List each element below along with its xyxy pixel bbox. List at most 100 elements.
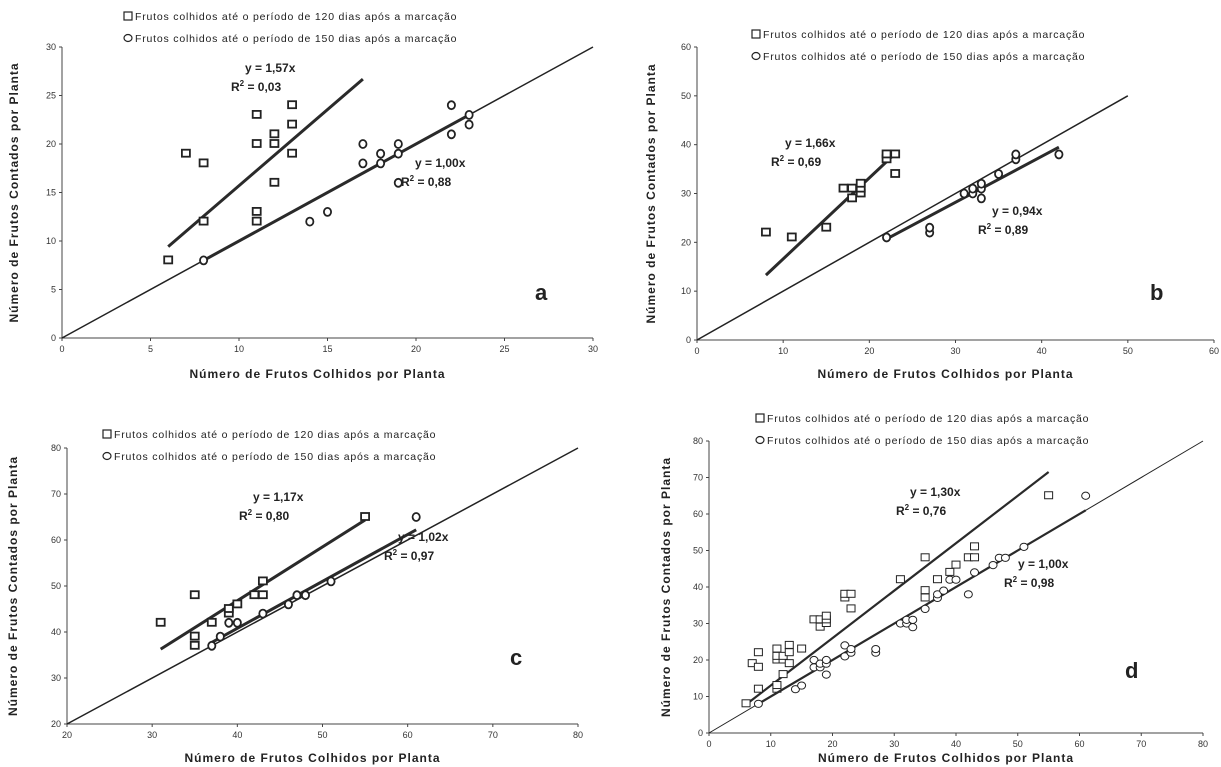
chart-panel-a: 0 5 10 15 20 25 30 0 5 10 15 20 25 30 Número de Frutos…	[7, 11, 598, 381]
data-point-square	[847, 183, 857, 193]
data-point-square	[163, 255, 174, 265]
legend-entry-square: Frutos colhidos até o período de 120 dia…	[114, 429, 436, 441]
r-squared-label: R2 = 0,89	[978, 222, 1028, 237]
data-point-square	[890, 149, 901, 159]
x-tick-label: 10	[766, 739, 776, 749]
y-tick-label: 30	[693, 619, 703, 629]
y-axis-title: Número de Frutos Contados por Planta	[644, 63, 658, 323]
legend-circle-icon	[102, 451, 112, 461]
regression-equation: y = 1,66x	[785, 136, 836, 150]
data-point-circle	[790, 685, 800, 694]
data-point-square	[772, 681, 782, 690]
data-point-square	[198, 158, 209, 168]
regression-equation: y = 1,30x	[910, 485, 961, 499]
x-tick-label: 40	[232, 730, 242, 740]
y-tick-label: 10	[46, 236, 56, 246]
y-tick-label: 70	[51, 489, 61, 499]
x-tick-label: 60	[403, 730, 413, 740]
data-point-circle	[871, 644, 881, 654]
y-tick-label: 20	[51, 719, 61, 729]
regression-line-square	[745, 471, 1050, 706]
data-point-circle	[908, 615, 918, 624]
data-point-circle	[300, 590, 310, 601]
data-point-square	[249, 590, 260, 600]
x-tick-label: 25	[499, 344, 509, 354]
data-point-circle	[446, 100, 456, 111]
x-tick-label: 80	[1198, 739, 1208, 749]
x-tick-label: 10	[234, 344, 244, 354]
data-point-square	[269, 177, 280, 187]
data-point-square	[753, 648, 763, 657]
data-point-square	[920, 586, 930, 595]
legend-circle-icon	[123, 33, 133, 43]
x-tick-label: 10	[778, 346, 788, 356]
data-point-square	[753, 684, 763, 693]
data-point-circle	[224, 617, 234, 628]
legend-circle-icon	[755, 435, 765, 445]
x-tick-label: 50	[1123, 346, 1133, 356]
x-tick-label: 80	[573, 730, 583, 740]
data-point-square	[951, 560, 961, 569]
legend-entry-square: Frutos colhidos até o período de 120 dia…	[763, 29, 1085, 41]
data-point-square	[838, 183, 849, 193]
legend-circle-icon	[751, 51, 761, 61]
data-point-square	[786, 232, 797, 242]
y-tick-label: 0	[51, 333, 56, 343]
chart-panel-b: 0 10 20 30 40 50 60 0 10 20 30 40 50 60 Número de Frut…	[644, 29, 1219, 381]
data-point-square	[784, 659, 794, 668]
y-tick-label: 0	[698, 728, 703, 738]
data-point-circle	[1054, 149, 1064, 160]
data-point-circle	[358, 158, 368, 169]
data-point-circle	[1011, 149, 1021, 160]
y-tick-label: 20	[46, 139, 56, 149]
y-tick-label: 80	[51, 443, 61, 453]
data-point-circle	[882, 232, 892, 243]
y-tick-label: 60	[681, 42, 691, 52]
y-tick-label: 40	[681, 140, 691, 150]
x-tick-label: 50	[317, 730, 327, 740]
x-axis-title: Número de Frutos Colhidos por Planta	[818, 751, 1074, 765]
data-point-circle	[376, 158, 386, 169]
regression-equation: y = 1,57x	[245, 61, 296, 75]
y-tick-label: 0	[686, 335, 691, 345]
y-tick-label: 30	[681, 189, 691, 199]
x-axis-title: Número de Frutos Colhidos por Planta	[189, 367, 445, 381]
data-point-circle	[939, 586, 949, 595]
data-point-circle	[1000, 553, 1010, 562]
data-point-circle	[951, 575, 961, 584]
x-tick-label: 20	[827, 739, 837, 749]
identity-line	[66, 447, 579, 725]
data-point-circle	[753, 699, 763, 708]
regression-line-circle	[211, 528, 417, 644]
regression-line-square	[167, 77, 364, 248]
x-tick-label: 20	[864, 346, 874, 356]
data-point-square	[846, 589, 856, 598]
y-tick-label: 20	[681, 237, 691, 247]
regression-equation: y = 0,94x	[992, 204, 1043, 218]
data-point-square	[784, 648, 794, 657]
data-point-square	[251, 110, 262, 119]
data-point-square	[855, 178, 866, 188]
chart-panel-d: 0 10 20 30 40 50 60 70 80 0 10 20 30 40 50 60 70 80 Número…	[659, 413, 1208, 765]
data-point-square	[251, 139, 262, 148]
data-point-circle	[326, 576, 336, 587]
data-point-circle	[976, 193, 986, 204]
data-point-circle	[970, 568, 980, 577]
legend-entry-circle: Frutos colhidos até o período de 150 dia…	[763, 51, 1085, 63]
data-point-square	[232, 599, 243, 609]
data-point-square	[1044, 491, 1054, 500]
x-tick-label: 40	[951, 739, 961, 749]
data-point-square	[920, 553, 930, 562]
y-tick-label: 30	[46, 42, 56, 52]
data-point-circle	[446, 129, 456, 140]
data-point-square	[784, 640, 794, 649]
legend-square-icon	[751, 29, 761, 39]
data-point-square	[821, 222, 832, 232]
data-point-square	[269, 129, 280, 139]
data-point-circle	[464, 110, 474, 120]
data-point-circle	[411, 512, 421, 522]
data-point-circle	[846, 644, 856, 654]
data-point-circle	[258, 608, 268, 619]
data-point-square	[206, 617, 217, 627]
data-point-circle	[988, 561, 998, 570]
